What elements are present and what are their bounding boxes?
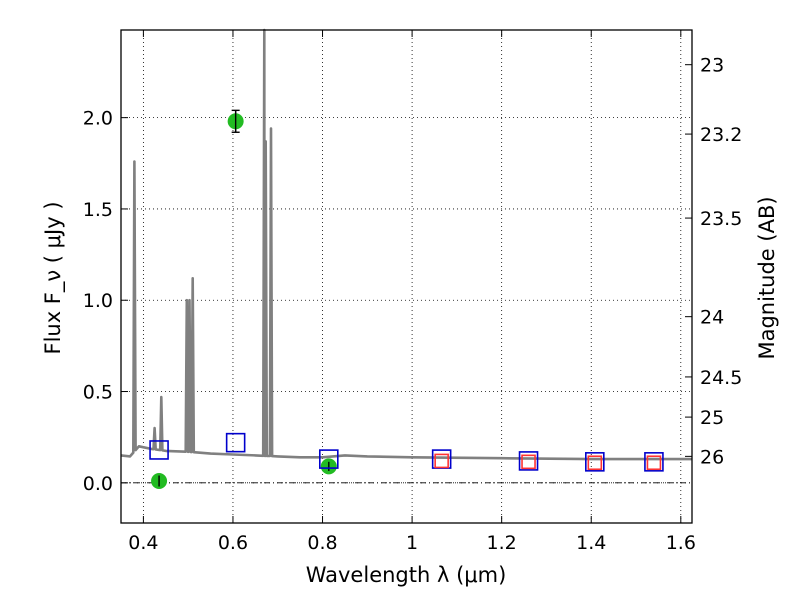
model-photometry-square [318, 449, 339, 469]
mag-tick-label: 24.5 [700, 367, 742, 389]
x-tick-label: 1 [406, 532, 418, 554]
y-tick-label: 0.5 [83, 382, 113, 404]
x-tick-label: 1.2 [487, 532, 517, 554]
plot-frame [120, 29, 693, 524]
upper-limit-square [587, 455, 603, 471]
model-photometry-square [518, 451, 539, 471]
x-axis-label: Wavelength λ (μm) [306, 563, 507, 587]
mag-tick-label: 23 [700, 55, 724, 77]
ticks [121, 30, 692, 523]
upper-limit-square [521, 454, 536, 470]
model-spectrum-line [120, 28, 692, 461]
photometry-markers [149, 109, 664, 490]
y-axis-label: Flux F_ν ( μJy ) [41, 201, 66, 354]
x-tick-label: 0.8 [307, 532, 337, 554]
mag-tick-label: 26 [700, 446, 724, 468]
mag-tick-label: 25 [700, 407, 724, 429]
y-tick-label: 1.0 [83, 290, 113, 312]
mag-tick-label: 23.2 [700, 124, 742, 146]
x-tick-label: 0.6 [218, 532, 248, 554]
x-tick-label: 1.6 [666, 532, 696, 554]
grid [121, 30, 692, 523]
model-photometry-square [149, 440, 169, 460]
tick-labels: 0.4 0.6 0.8 1 1.2 1.4 1.6 0.0 0.5 1.0 1.5 2.0 23 23.2… [83, 55, 743, 554]
x-tick-label: 0.4 [128, 532, 158, 554]
y-tick-label: 0.0 [83, 473, 113, 495]
upper-limit-square [646, 455, 662, 471]
model-spectrum [120, 28, 692, 461]
model-photometry-square [585, 452, 605, 472]
mag-tick-label: 24 [700, 307, 724, 329]
model-photometry-square [225, 432, 246, 453]
upper-limit-square [434, 453, 449, 469]
mag-tick-label: 23.5 [700, 208, 742, 230]
y-tick-label: 1.5 [83, 199, 113, 221]
right-axis-label: Magnitude (AB) [755, 196, 779, 359]
x-tick-label: 1.4 [576, 532, 606, 554]
model-photometry-square [644, 452, 664, 472]
y-tick-label: 2.0 [83, 108, 113, 130]
